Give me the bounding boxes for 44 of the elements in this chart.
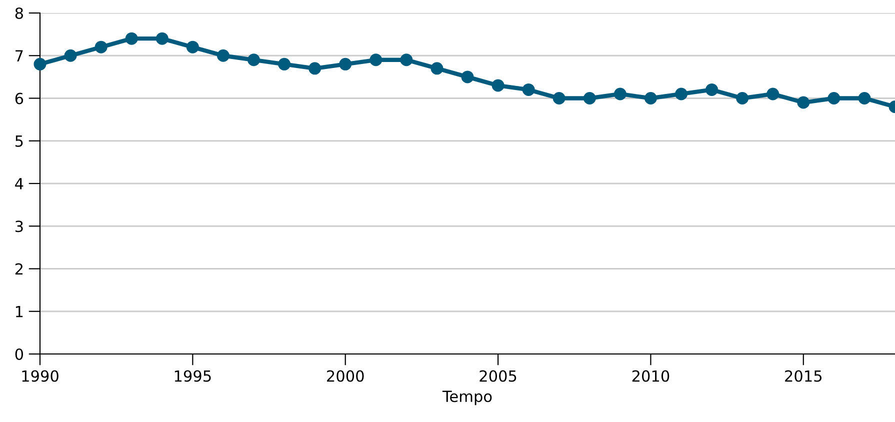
point xyxy=(766,88,780,100)
y-tick-label: 6 xyxy=(15,92,24,104)
point xyxy=(797,96,810,109)
point xyxy=(614,88,626,100)
point xyxy=(34,58,46,70)
point xyxy=(64,49,77,62)
point xyxy=(552,92,566,104)
point xyxy=(461,70,474,84)
point xyxy=(706,83,718,96)
x-tick-label: 2010 xyxy=(632,370,670,382)
point xyxy=(675,88,688,100)
point xyxy=(492,79,504,92)
x-tick-label: 2015 xyxy=(785,370,822,382)
x-tick-label: 1990 xyxy=(22,370,58,382)
point xyxy=(339,58,352,70)
x-tick-label: 2000 xyxy=(327,370,364,382)
point xyxy=(308,62,322,75)
y-tick-label: 8 xyxy=(15,7,23,20)
point xyxy=(828,92,840,104)
x-axis-title: Tempo xyxy=(442,390,492,406)
point xyxy=(858,92,871,104)
point xyxy=(400,54,413,66)
point xyxy=(736,92,749,104)
point xyxy=(370,54,382,66)
point xyxy=(94,40,108,54)
point xyxy=(278,58,291,70)
y-tick-label: 2 xyxy=(15,263,22,275)
point xyxy=(430,62,444,75)
y-tick-label: 7 xyxy=(16,50,23,62)
point xyxy=(156,32,168,45)
point xyxy=(522,83,535,96)
y-tick-label: 3 xyxy=(15,220,23,232)
point xyxy=(125,32,138,45)
y-tick-label: 4 xyxy=(15,178,24,190)
x-tick-label: 2005 xyxy=(480,370,516,382)
point xyxy=(644,92,657,104)
x-tick-label: 1995 xyxy=(174,370,211,382)
point xyxy=(216,49,230,62)
point xyxy=(248,54,260,66)
point xyxy=(583,92,596,104)
y-tick-label: 5 xyxy=(15,136,23,147)
y-tick-label: 0 xyxy=(15,348,24,360)
point xyxy=(186,40,199,54)
y-tick-label: 1 xyxy=(16,306,23,318)
